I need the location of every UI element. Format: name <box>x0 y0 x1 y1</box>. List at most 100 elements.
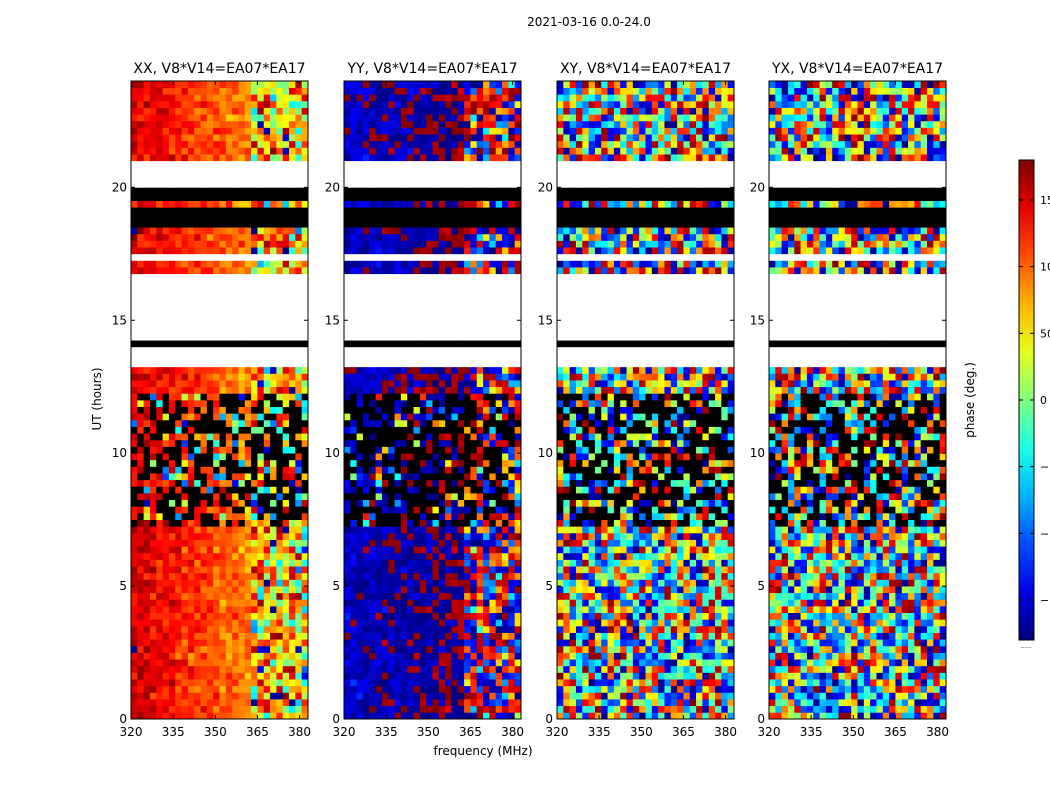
heatmap-cell <box>282 466 290 474</box>
heatmap-cell <box>362 712 370 720</box>
heatmap-cell <box>483 493 490 501</box>
heatmap-cell <box>232 386 239 394</box>
heatmap-cell <box>464 632 471 640</box>
heatmap-cell <box>388 612 395 620</box>
heatmap-cell <box>413 632 421 640</box>
heatmap-cell <box>238 393 246 401</box>
heatmap-cell <box>263 187 271 195</box>
heatmap-cell <box>394 326 402 334</box>
heatmap-cell <box>175 532 182 540</box>
heatmap-cell <box>508 366 516 374</box>
heatmap-cell <box>356 326 364 334</box>
heatmap-cell <box>200 267 208 275</box>
heatmap-cell <box>295 220 303 228</box>
heatmap-cell <box>251 592 258 600</box>
heatmap-cell <box>495 506 503 514</box>
heatmap-cell <box>502 439 509 447</box>
heatmap-cell <box>301 532 309 540</box>
heatmap-cell <box>438 453 446 461</box>
heatmap-cell <box>270 293 277 301</box>
heatmap-cell <box>137 459 144 467</box>
heatmap-cell <box>143 579 151 587</box>
heatmap-cell <box>232 160 239 168</box>
panel-title: XX, V8*V14=EA07*EA17 <box>133 61 305 77</box>
heatmap-cell <box>200 213 208 221</box>
heatmap-cell <box>369 426 376 434</box>
heatmap-cell <box>344 493 351 501</box>
heatmap-cell <box>156 207 163 215</box>
heatmap-cell <box>257 612 265 620</box>
heatmap-cell <box>232 499 239 507</box>
heatmap-cell <box>369 386 376 394</box>
heatmap-cell <box>470 393 478 401</box>
heatmap-cell <box>356 406 364 414</box>
heatmap-cell <box>369 419 376 427</box>
heatmap-cell <box>483 466 490 474</box>
heatmap-cell <box>295 625 303 633</box>
heatmap-cell <box>388 645 395 653</box>
heatmap-cell <box>451 260 459 268</box>
heatmap-cell <box>181 459 189 467</box>
heatmap-cell <box>149 426 157 434</box>
heatmap-cell <box>344 592 351 600</box>
heatmap-cell <box>419 233 427 241</box>
heatmap-cell <box>187 326 195 334</box>
heatmap-cell <box>206 539 214 547</box>
heatmap-cell <box>350 180 357 188</box>
heatmap-cell <box>257 360 265 368</box>
heatmap-cell <box>489 213 497 221</box>
heatmap-cell <box>206 227 214 235</box>
heatmap-cell <box>238 280 246 288</box>
heatmap-cell <box>143 87 151 95</box>
heatmap-cell <box>489 207 497 215</box>
heatmap-cell <box>295 180 303 188</box>
heatmap-cell <box>400 599 408 607</box>
heatmap-cell <box>457 672 465 680</box>
heatmap-cell <box>213 679 220 687</box>
heatmap-cell <box>514 240 522 248</box>
heatmap-cell <box>219 699 227 707</box>
heatmap-cell <box>445 207 452 215</box>
heatmap-cell <box>238 167 246 175</box>
heatmap-cell <box>400 606 408 614</box>
heatmap-cell <box>508 692 516 700</box>
heatmap-cell <box>149 599 157 607</box>
heatmap-cell <box>388 446 395 454</box>
heatmap-cell <box>187 473 195 481</box>
heatmap-cell <box>301 247 309 255</box>
heatmap-cell <box>206 306 214 314</box>
heatmap-cell <box>375 180 383 188</box>
heatmap-cell <box>451 426 459 434</box>
heatmap-cell <box>282 373 290 381</box>
heatmap-cell <box>276 599 284 607</box>
heatmap-cell <box>162 672 170 680</box>
heatmap-cell <box>251 659 258 667</box>
heatmap-cell <box>149 200 157 208</box>
heatmap-cell <box>350 592 357 600</box>
heatmap-cell <box>400 433 408 441</box>
heatmap-cell <box>508 253 516 261</box>
heatmap-cell <box>350 652 357 660</box>
heatmap-cell <box>194 373 201 381</box>
heatmap-cell <box>219 313 227 321</box>
heatmap-cell <box>143 386 151 394</box>
heatmap-cell <box>149 579 157 587</box>
heatmap-cell <box>295 313 303 321</box>
heatmap-cell <box>438 313 446 321</box>
heatmap-cell <box>483 419 490 427</box>
heatmap-cell <box>457 526 465 534</box>
heatmap-cell <box>502 313 509 321</box>
heatmap-cell <box>407 679 414 687</box>
heatmap-cell <box>251 160 258 168</box>
heatmap-cell <box>257 712 265 720</box>
heatmap-cell <box>149 320 157 328</box>
heatmap-cell <box>276 366 284 374</box>
heatmap-cell <box>238 260 246 268</box>
heatmap-cell <box>476 287 484 295</box>
heatmap-cell <box>213 426 220 434</box>
heatmap-cell <box>508 665 516 673</box>
heatmap-cell <box>445 320 452 328</box>
heatmap-cell <box>508 326 516 334</box>
heatmap-cell <box>156 400 163 407</box>
heatmap-cell <box>489 612 497 620</box>
